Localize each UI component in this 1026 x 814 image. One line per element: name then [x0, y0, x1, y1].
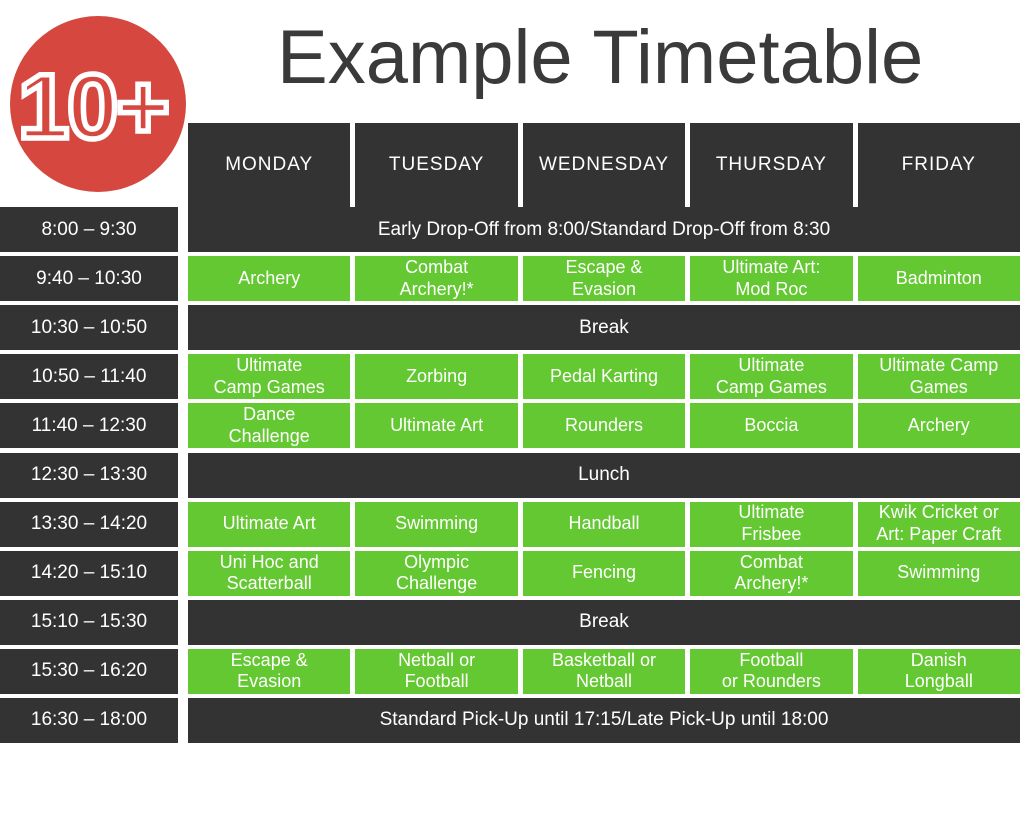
svg-text:10+: 10+: [18, 56, 168, 158]
